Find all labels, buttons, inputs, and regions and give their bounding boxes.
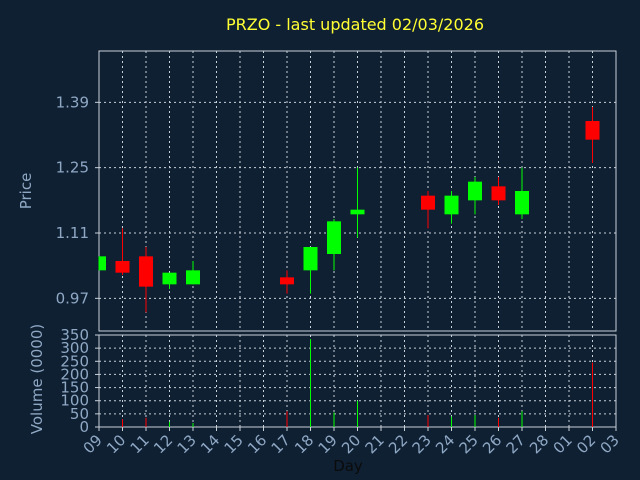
x-tick-label: 15 <box>221 431 247 457</box>
x-tick-label: 19 <box>315 431 341 457</box>
candle <box>139 247 153 313</box>
chart-title: PRZO - last updated 02/03/2026 <box>226 15 484 34</box>
candle <box>585 107 600 163</box>
x-tick-label: 17 <box>268 431 294 457</box>
x-tick-label: 25 <box>456 431 482 457</box>
volume-tick-label: 0 <box>79 418 89 436</box>
volume-tick-label: 200 <box>60 365 89 383</box>
x-tick-label: 14 <box>197 431 223 457</box>
x-tick-label: 10 <box>103 431 129 457</box>
volume-tick-label: 100 <box>60 392 89 410</box>
candle-body <box>115 261 130 273</box>
x-tick-label: 23 <box>409 431 435 457</box>
x-tick-label: 16 <box>244 431 270 457</box>
volume-tick-label: 350 <box>60 326 89 344</box>
candle-body <box>280 277 294 285</box>
candle-body <box>162 272 177 285</box>
candle-body <box>327 221 341 254</box>
price-tick-label: 1.39 <box>56 93 89 111</box>
x-tick-label: 02 <box>573 431 599 457</box>
candle-body <box>491 186 506 201</box>
x-tick-label: 12 <box>150 431 176 457</box>
candle <box>421 191 435 229</box>
x-tick-label: 11 <box>127 431 153 457</box>
candle-body <box>139 256 153 287</box>
x-tick-label: 26 <box>479 431 505 457</box>
candle <box>98 256 106 271</box>
x-tick-label: 13 <box>174 431 200 457</box>
x-axis-label: Day <box>333 457 363 475</box>
candle <box>468 177 482 215</box>
candle <box>186 261 200 285</box>
volume-panel: 0910111213141516171819202122232425262728… <box>28 324 623 475</box>
candle <box>350 167 365 238</box>
price-tick-label: 1.25 <box>56 159 89 177</box>
candle-body <box>350 209 365 215</box>
volume-axis-label: Volume (0000) <box>28 324 46 434</box>
candle-body <box>303 247 318 271</box>
x-tick-label: 20 <box>338 431 364 457</box>
volume-tick-label: 50 <box>70 405 89 423</box>
candle-body <box>444 195 459 215</box>
candle-body <box>515 191 529 215</box>
candle-body <box>421 195 435 210</box>
candle <box>444 191 459 224</box>
volume-tick-label: 150 <box>60 379 89 397</box>
candle-body <box>468 181 482 201</box>
x-tick-label: 01 <box>550 431 576 457</box>
volume-tick-label: 300 <box>60 339 89 357</box>
price-axis-label: Price <box>17 173 35 210</box>
x-tick-label: 27 <box>503 431 529 457</box>
price-panel: 0.97 1.11 1.25 1.39 Price <box>17 50 617 332</box>
candle-body <box>585 121 600 140</box>
candle <box>515 167 529 219</box>
x-tick-label: 18 <box>291 431 317 457</box>
price-tick-label: 0.97 <box>56 289 89 307</box>
candle <box>303 247 318 294</box>
candle <box>491 177 506 205</box>
candle <box>280 270 294 294</box>
candle-body <box>99 256 106 271</box>
candle <box>327 219 341 271</box>
x-tick-label: 03 <box>597 431 623 457</box>
volume-tick-label: 250 <box>60 352 89 370</box>
candle <box>115 228 130 275</box>
x-tick-label: 21 <box>362 431 388 457</box>
x-tick-label: 24 <box>432 431 458 457</box>
price-tick-label: 1.11 <box>56 224 89 242</box>
x-tick-label: 28 <box>526 431 552 457</box>
candle-body <box>186 270 200 285</box>
candle <box>162 272 177 289</box>
x-tick-label: 22 <box>385 431 411 457</box>
price-frame <box>98 50 617 332</box>
